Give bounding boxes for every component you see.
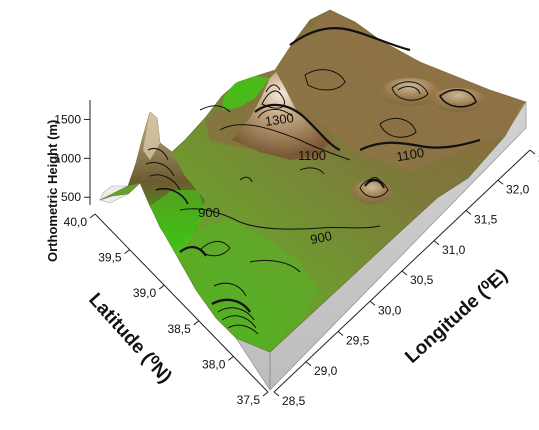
- contour-line: [199, 241, 231, 257]
- central-peak: [232, 72, 330, 160]
- y-tick-label: 39,5: [98, 251, 122, 265]
- contour-line: [391, 81, 429, 101]
- x-tick-label: 30,5: [410, 273, 434, 287]
- contour-line: [359, 138, 481, 151]
- contour-line: [367, 177, 381, 183]
- y-tick-label: 39,0: [133, 286, 157, 300]
- y-axis-line: [94, 213, 269, 393]
- x-tick-mark: [529, 149, 536, 155]
- lowland-green-3: [222, 76, 270, 110]
- contour-line: [261, 90, 285, 109]
- y-tick-mark: [228, 356, 234, 361]
- contour-line: [379, 117, 417, 138]
- contour-line: [149, 174, 181, 191]
- x-tick-label: 30,0: [378, 303, 402, 317]
- x-tick-label: 29,5: [346, 334, 370, 348]
- contour-line: [249, 259, 301, 273]
- y-axis-title: Latitude (⁰N): [84, 289, 175, 387]
- z-tick-label: 1000: [54, 151, 81, 165]
- contour-line: [213, 282, 247, 297]
- contour-label: 900: [309, 228, 333, 247]
- x-tick-label: 31,0: [442, 243, 466, 257]
- contour-line: [227, 324, 259, 335]
- contour-label: 900: [198, 205, 220, 220]
- lowland-green-2: [150, 190, 205, 258]
- z-axis-title: Orthometric Height (m): [45, 120, 60, 262]
- x-tick-label: 31,5: [474, 213, 498, 227]
- mound-mid: [373, 122, 417, 142]
- y-tick-mark: [124, 249, 130, 254]
- contour-line: [211, 298, 251, 313]
- contour-line: [397, 86, 421, 95]
- contour-line: [179, 246, 207, 257]
- y-tick-mark: [193, 320, 200, 326]
- contour-line: [359, 178, 389, 198]
- y-tick-label: 37,5: [237, 393, 261, 407]
- x-tick-mark: [273, 391, 280, 397]
- contour-label: 1300: [264, 110, 295, 129]
- x-tick-mark: [433, 240, 440, 246]
- contour-label: 1100: [395, 145, 425, 165]
- contour-line: [179, 208, 381, 230]
- contour-line: [239, 176, 253, 183]
- contour-line: [265, 84, 281, 93]
- contour-lines: [145, 27, 481, 335]
- x-tick-mark: [337, 331, 344, 336]
- x-tick-mark: [305, 361, 312, 367]
- contour-line: [304, 69, 346, 91]
- x-tick-mark: [465, 210, 472, 215]
- y-tick-label: 38,5: [167, 322, 191, 336]
- contour-line: [155, 188, 189, 205]
- y-tick-mark: [262, 391, 269, 397]
- tick-marks: [84, 118, 536, 397]
- lowland-green-1: [196, 220, 320, 340]
- x-tick-label: 29,0: [314, 364, 338, 378]
- contour-line: [199, 105, 231, 113]
- mound-northeast: [430, 88, 486, 112]
- contour-line: [147, 147, 169, 161]
- contour-line: [299, 167, 325, 175]
- x-tick-label: 32,0: [506, 182, 530, 196]
- contour-line: [289, 27, 411, 52]
- z-tick-label: 1500: [54, 112, 81, 126]
- y-tick-mark: [89, 213, 96, 219]
- y-tick-mark: [158, 284, 165, 290]
- left-ridge-highlight: [143, 112, 160, 160]
- contour-label: 1100: [298, 148, 326, 163]
- contour-line: [145, 162, 175, 177]
- y-tick-label: 40,0: [64, 215, 88, 229]
- x-tick-label: 28,5: [282, 394, 306, 408]
- y-tick-label: 38,0: [202, 357, 226, 371]
- mound-north: [380, 78, 440, 106]
- contour-labels: 1300 1100 1100 900 900: [198, 110, 425, 247]
- contour-line: [217, 307, 255, 321]
- contour-line: [219, 124, 351, 161]
- contour-line: [364, 179, 386, 189]
- z-tick-label: 500: [61, 190, 81, 204]
- x-tick-mark: [401, 270, 408, 276]
- contour-line: [257, 109, 293, 119]
- contour-line: [439, 89, 477, 108]
- tick-labels: 500 1000 1500 37,5 38,0 38,5 39,0 39,5 40,0 28,5 2…: [54, 112, 539, 408]
- contour-line: [254, 103, 341, 152]
- x-tick-mark: [497, 179, 504, 185]
- x-tick-mark: [369, 300, 376, 306]
- contour-line: [221, 315, 257, 329]
